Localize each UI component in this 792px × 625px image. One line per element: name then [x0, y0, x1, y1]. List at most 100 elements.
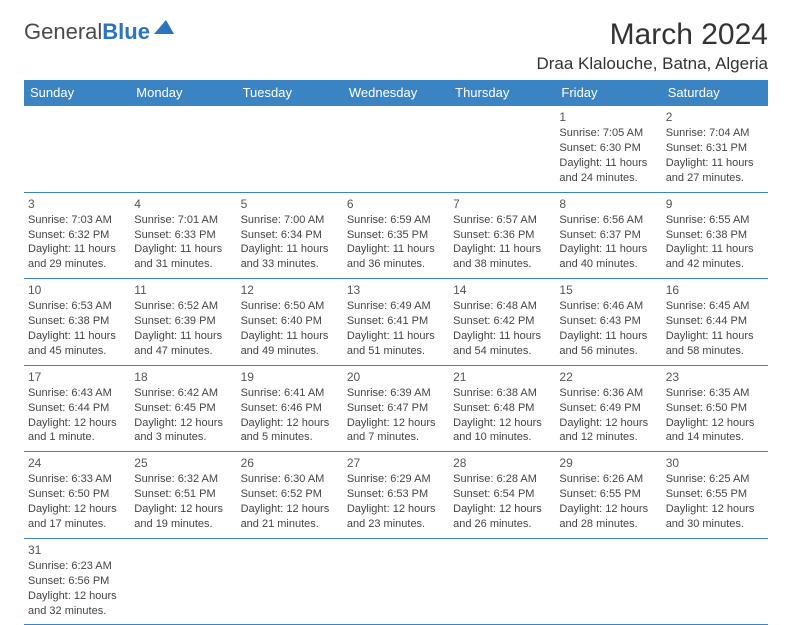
- calendar-cell: 9Sunrise: 6:55 AMSunset: 6:38 PMDaylight…: [662, 192, 768, 279]
- day-header: Saturday: [662, 80, 768, 106]
- calendar-table: SundayMondayTuesdayWednesdayThursdayFrid…: [24, 80, 768, 625]
- day-number: 22: [559, 369, 657, 385]
- day-number: 12: [241, 282, 339, 298]
- daylight-text: Daylight: 11 hours and 49 minutes.: [241, 329, 339, 359]
- sunrise-text: Sunrise: 6:46 AM: [559, 299, 657, 314]
- calendar-cell: 15Sunrise: 6:46 AMSunset: 6:43 PMDayligh…: [555, 279, 661, 366]
- calendar-cell: 27Sunrise: 6:29 AMSunset: 6:53 PMDayligh…: [343, 452, 449, 539]
- day-header-row: SundayMondayTuesdayWednesdayThursdayFrid…: [24, 80, 768, 106]
- daylight-text: Daylight: 12 hours and 19 minutes.: [134, 502, 232, 532]
- sunset-text: Sunset: 6:55 PM: [666, 487, 764, 502]
- calendar-week: 1Sunrise: 7:05 AMSunset: 6:30 PMDaylight…: [24, 106, 768, 193]
- location-subtitle: Draa Klalouche, Batna, Algeria: [536, 54, 768, 74]
- day-number: 19: [241, 369, 339, 385]
- day-number: 28: [453, 455, 551, 471]
- calendar-cell: [24, 106, 130, 193]
- sunrise-text: Sunrise: 6:26 AM: [559, 472, 657, 487]
- daylight-text: Daylight: 11 hours and 51 minutes.: [347, 329, 445, 359]
- sunrise-text: Sunrise: 6:29 AM: [347, 472, 445, 487]
- daylight-text: Daylight: 11 hours and 29 minutes.: [28, 242, 126, 272]
- calendar-cell: 29Sunrise: 6:26 AMSunset: 6:55 PMDayligh…: [555, 452, 661, 539]
- day-header: Friday: [555, 80, 661, 106]
- sunset-text: Sunset: 6:30 PM: [559, 141, 657, 156]
- sunset-text: Sunset: 6:36 PM: [453, 228, 551, 243]
- daylight-text: Daylight: 11 hours and 31 minutes.: [134, 242, 232, 272]
- day-number: 27: [347, 455, 445, 471]
- day-number: 6: [347, 196, 445, 212]
- calendar-cell: 18Sunrise: 6:42 AMSunset: 6:45 PMDayligh…: [130, 365, 236, 452]
- calendar-cell: 22Sunrise: 6:36 AMSunset: 6:49 PMDayligh…: [555, 365, 661, 452]
- daylight-text: Daylight: 11 hours and 54 minutes.: [453, 329, 551, 359]
- day-header: Thursday: [449, 80, 555, 106]
- daylight-text: Daylight: 11 hours and 33 minutes.: [241, 242, 339, 272]
- sunset-text: Sunset: 6:37 PM: [559, 228, 657, 243]
- day-number: 5: [241, 196, 339, 212]
- day-number: 10: [28, 282, 126, 298]
- daylight-text: Daylight: 12 hours and 21 minutes.: [241, 502, 339, 532]
- sunset-text: Sunset: 6:31 PM: [666, 141, 764, 156]
- sunrise-text: Sunrise: 6:55 AM: [666, 213, 764, 228]
- sunrise-text: Sunrise: 6:23 AM: [28, 559, 126, 574]
- day-number: 26: [241, 455, 339, 471]
- sunset-text: Sunset: 6:50 PM: [666, 401, 764, 416]
- day-number: 1: [559, 109, 657, 125]
- sunset-text: Sunset: 6:44 PM: [28, 401, 126, 416]
- daylight-text: Daylight: 12 hours and 14 minutes.: [666, 416, 764, 446]
- calendar-cell: 8Sunrise: 6:56 AMSunset: 6:37 PMDaylight…: [555, 192, 661, 279]
- daylight-text: Daylight: 11 hours and 45 minutes.: [28, 329, 126, 359]
- sunset-text: Sunset: 6:40 PM: [241, 314, 339, 329]
- calendar-cell: 6Sunrise: 6:59 AMSunset: 6:35 PMDaylight…: [343, 192, 449, 279]
- brand-part1: General: [24, 19, 102, 45]
- sunset-text: Sunset: 6:38 PM: [28, 314, 126, 329]
- calendar-cell: 12Sunrise: 6:50 AMSunset: 6:40 PMDayligh…: [237, 279, 343, 366]
- header: GeneralBlue March 2024 Draa Klalouche, B…: [24, 18, 768, 74]
- sunrise-text: Sunrise: 6:48 AM: [453, 299, 551, 314]
- daylight-text: Daylight: 12 hours and 5 minutes.: [241, 416, 339, 446]
- daylight-text: Daylight: 12 hours and 3 minutes.: [134, 416, 232, 446]
- sunrise-text: Sunrise: 7:01 AM: [134, 213, 232, 228]
- month-title: March 2024: [536, 18, 768, 52]
- day-number: 13: [347, 282, 445, 298]
- calendar-cell: 26Sunrise: 6:30 AMSunset: 6:52 PMDayligh…: [237, 452, 343, 539]
- calendar-week: 10Sunrise: 6:53 AMSunset: 6:38 PMDayligh…: [24, 279, 768, 366]
- calendar-cell: [130, 106, 236, 193]
- sunset-text: Sunset: 6:42 PM: [453, 314, 551, 329]
- calendar-week: 3Sunrise: 7:03 AMSunset: 6:32 PMDaylight…: [24, 192, 768, 279]
- calendar-body: 1Sunrise: 7:05 AMSunset: 6:30 PMDaylight…: [24, 106, 768, 625]
- day-number: 15: [559, 282, 657, 298]
- title-block: March 2024 Draa Klalouche, Batna, Algeri…: [536, 18, 768, 74]
- sunset-text: Sunset: 6:55 PM: [559, 487, 657, 502]
- calendar-cell: 7Sunrise: 6:57 AMSunset: 6:36 PMDaylight…: [449, 192, 555, 279]
- sunset-text: Sunset: 6:51 PM: [134, 487, 232, 502]
- day-number: 2: [666, 109, 764, 125]
- calendar-cell: 3Sunrise: 7:03 AMSunset: 6:32 PMDaylight…: [24, 192, 130, 279]
- day-number: 9: [666, 196, 764, 212]
- sunrise-text: Sunrise: 6:33 AM: [28, 472, 126, 487]
- sunrise-text: Sunrise: 6:52 AM: [134, 299, 232, 314]
- brand-logo: GeneralBlue: [24, 18, 176, 46]
- calendar-cell: 13Sunrise: 6:49 AMSunset: 6:41 PMDayligh…: [343, 279, 449, 366]
- sunset-text: Sunset: 6:39 PM: [134, 314, 232, 329]
- day-number: 31: [28, 542, 126, 558]
- brand-part2: Blue: [102, 19, 150, 45]
- sunrise-text: Sunrise: 6:45 AM: [666, 299, 764, 314]
- day-number: 18: [134, 369, 232, 385]
- day-number: 17: [28, 369, 126, 385]
- calendar-cell: 25Sunrise: 6:32 AMSunset: 6:51 PMDayligh…: [130, 452, 236, 539]
- sunset-text: Sunset: 6:35 PM: [347, 228, 445, 243]
- sunset-text: Sunset: 6:33 PM: [134, 228, 232, 243]
- calendar-cell: 10Sunrise: 6:53 AMSunset: 6:38 PMDayligh…: [24, 279, 130, 366]
- sunset-text: Sunset: 6:32 PM: [28, 228, 126, 243]
- sunset-text: Sunset: 6:44 PM: [666, 314, 764, 329]
- sunrise-text: Sunrise: 6:42 AM: [134, 386, 232, 401]
- daylight-text: Daylight: 12 hours and 23 minutes.: [347, 502, 445, 532]
- sunset-text: Sunset: 6:48 PM: [453, 401, 551, 416]
- day-number: 23: [666, 369, 764, 385]
- sunrise-text: Sunrise: 7:03 AM: [28, 213, 126, 228]
- daylight-text: Daylight: 11 hours and 40 minutes.: [559, 242, 657, 272]
- calendar-cell: 20Sunrise: 6:39 AMSunset: 6:47 PMDayligh…: [343, 365, 449, 452]
- calendar-cell: [343, 106, 449, 193]
- daylight-text: Daylight: 12 hours and 28 minutes.: [559, 502, 657, 532]
- daylight-text: Daylight: 12 hours and 10 minutes.: [453, 416, 551, 446]
- day-header: Tuesday: [237, 80, 343, 106]
